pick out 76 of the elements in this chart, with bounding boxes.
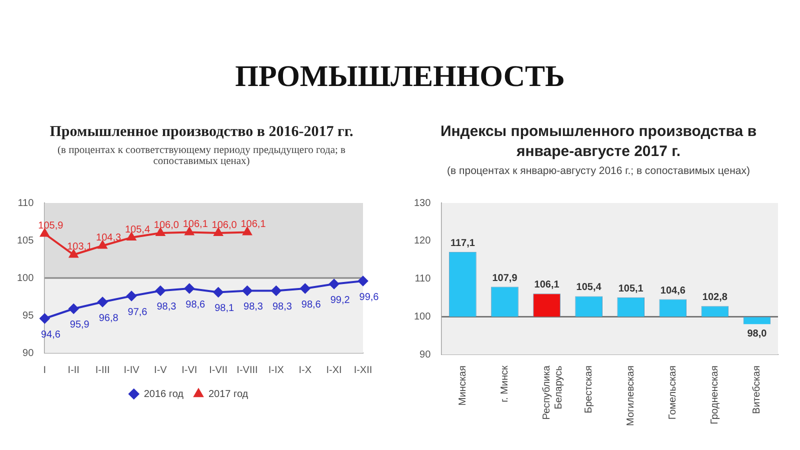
data-label: 117,1 [450,238,476,249]
data-label: 98,3 [272,302,292,312]
x-tick-label: I-VII [209,364,228,376]
x-tick-label: I-X [298,364,312,376]
y-tick-label: 90 [22,348,34,359]
x-tick-label: Гомельская [668,366,679,420]
data-label: 98,6 [301,299,322,310]
data-label: 96,8 [98,312,119,324]
data-label: 99,6 [359,292,380,303]
x-tick-label: I-IV [124,364,140,376]
point [300,284,310,294]
y-tick-label: 95 [22,310,34,322]
data-label: 105,9 [38,220,64,232]
data-label: 98,1 [214,303,234,314]
x-tick-label: Гродненская [710,366,721,424]
y-tick-label: 130 [414,198,432,209]
x-tick-label: I-V [154,364,168,376]
y-tick-label: 100 [16,272,34,284]
data-label: 103,1 [67,242,93,252]
chart-subtitle: (в процентах к январю-августу 2016 г.; в сопоставимых ценах) [446,165,751,177]
point [68,304,79,314]
x-tick-label: Витебская [752,366,763,414]
point [98,297,108,307]
data-label: 98,3 [156,302,177,312]
x-tick-label: I-III [95,364,110,376]
data-label: 106,0 [212,220,238,231]
data-label: 105,4 [576,282,602,294]
x-tick-label: Минская [457,366,468,406]
y-tick-label: 120 [414,236,432,247]
data-label: 98,6 [186,299,206,310]
point [126,291,136,301]
chart-subtitle: (в процентах к соответствующему периоду предыдущего года; в сопоставимых ценах) [56,145,347,167]
x-tick-label: I-VIII [236,364,258,376]
x-tick-label: I-XII [354,364,372,376]
y-tick-label: 100 [414,311,432,322]
point [213,287,224,298]
chart-title: Промышленное производство в 2016-2017 гг. [48,123,354,142]
data-label: 98,0 [747,328,768,340]
data-label: 107,9 [492,272,518,284]
point [242,286,252,296]
x-tick-label: Брестская [584,366,595,414]
legend-label: 2016 год [144,388,184,400]
point [40,314,50,324]
data-label: 97,6 [128,306,148,318]
data-label: 106,1 [182,219,208,230]
data-label: 98,3 [244,302,264,312]
y-tick-label: 105 [16,235,34,246]
data-label: 106,1 [534,280,560,291]
data-label: 105,4 [124,224,150,236]
text: ПРОМЫШЛЕННОСТЬ [234,59,566,95]
y-tick-label: 110 [18,198,34,209]
data-label: 106,0 [154,220,180,231]
point [329,279,340,289]
x-tick-label: г. Минск [499,364,510,402]
x-tick-label: I-VI [182,364,198,376]
data-label: 102,8 [702,292,728,304]
chart-title: Индексы промышленного производства в январе-августе 2017 г. [439,122,758,162]
y-tick-label: 110 [414,274,432,285]
y-tick-label: 90 [420,349,432,360]
point [358,276,368,286]
data-label: 104,3 [96,232,122,244]
x-tick-label: I-II [68,364,80,376]
point [184,284,194,294]
data-label: 106,1 [240,219,266,230]
legend-label: 2017 год [208,388,248,400]
data-label: 99,2 [330,294,350,306]
data-label: 95,9 [70,320,90,330]
x-tick-label: I-XI [326,364,342,376]
x-tick-label: Могилевская [626,366,637,426]
x-tick-label: I-IX [268,364,284,376]
x-tick-label: I [43,364,46,376]
point [155,286,166,296]
point [271,286,282,296]
data-label: 104,6 [660,285,686,296]
data-label: 105,1 [618,283,644,294]
data-label: 94,6 [40,329,61,340]
